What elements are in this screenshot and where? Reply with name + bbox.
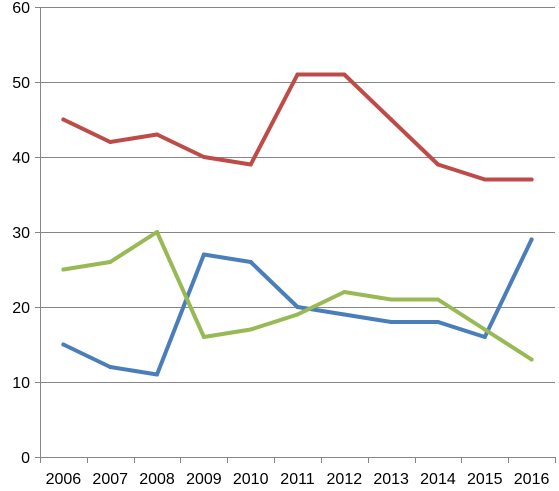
data-point: [248, 327, 253, 332]
data-point: [482, 327, 487, 332]
axes: [35, 7, 556, 463]
gridlines: [40, 7, 555, 383]
data-point: [342, 72, 347, 77]
x-tick-label: 2010: [233, 471, 269, 488]
x-tick-label: 2016: [514, 471, 550, 488]
x-tick-label: 2007: [92, 471, 128, 488]
data-point: [342, 312, 347, 317]
data-point: [389, 117, 394, 122]
data-point: [482, 335, 487, 339]
data-point: [201, 155, 206, 159]
data-point: [155, 230, 160, 234]
data-point: [61, 117, 66, 122]
y-tick-label: 60: [12, 0, 30, 17]
data-point: [108, 365, 113, 369]
data-point: [155, 372, 160, 377]
data-point: [155, 132, 160, 137]
x-tick-label: 2013: [373, 471, 409, 488]
y-tick-label: 10: [12, 375, 30, 392]
x-tick-label: 2012: [327, 471, 363, 488]
y-tick-label: 50: [12, 75, 30, 92]
data-point: [389, 297, 394, 302]
data-point: [61, 267, 66, 272]
data-point: [108, 260, 113, 264]
data-point: [342, 290, 347, 294]
data-point: [435, 297, 440, 302]
data-point: [201, 335, 206, 339]
y-tick-label: 30: [12, 225, 30, 242]
x-tick-label: 2006: [46, 471, 82, 488]
data-point: [529, 177, 534, 182]
data-point: [248, 260, 253, 264]
x-tick-label: 2014: [420, 471, 456, 488]
series-line-2: [61, 72, 534, 182]
data-point: [108, 140, 113, 144]
data-point: [482, 177, 487, 182]
data-point: [529, 357, 534, 362]
y-tick-label: 20: [12, 300, 30, 317]
data-point: [61, 342, 66, 347]
x-tick-label: 2015: [467, 471, 503, 488]
data-point: [435, 162, 440, 167]
x-tick-label: 2008: [139, 471, 175, 488]
series-line-3: [61, 230, 534, 362]
data-point: [295, 305, 300, 309]
x-tick-label: 2011: [280, 471, 315, 488]
data-point: [201, 252, 206, 257]
data-point: [295, 72, 300, 77]
data-point: [435, 320, 440, 324]
y-tick-label: 0: [21, 450, 30, 467]
series-lines: [61, 72, 534, 377]
y-tick-label: 40: [12, 150, 30, 167]
data-point: [529, 237, 534, 242]
data-point: [389, 320, 394, 324]
data-point: [295, 312, 300, 317]
y-axis-tick-labels: 0 10 20 30 40 50 60: [12, 0, 30, 467]
data-point: [248, 162, 253, 167]
x-axis-tick-labels: 2006 2007 2008 2009 2010 2011 2012 2013 2014 2015…: [46, 471, 550, 488]
x-tick-label: 2009: [186, 471, 222, 488]
